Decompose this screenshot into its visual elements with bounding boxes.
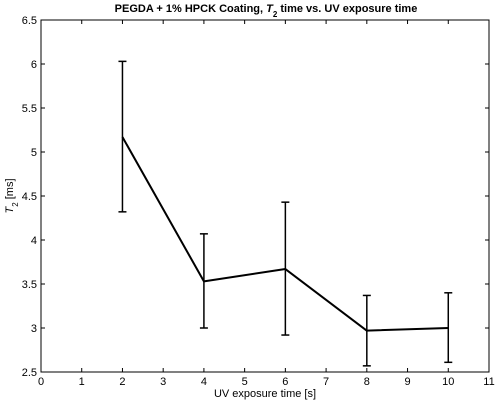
y-axis-label: T2 [ms] xyxy=(4,178,20,213)
x-tick-label: 11 xyxy=(483,376,494,388)
y-tick-label: 6 xyxy=(31,59,37,71)
y-tick-label: 4 xyxy=(31,235,37,247)
y-tick-label: 5.5 xyxy=(22,103,37,115)
y-tick-label: 6.5 xyxy=(22,15,37,27)
x-tick-label: 7 xyxy=(323,376,329,388)
series-line xyxy=(121,136,449,332)
x-tick-label: 10 xyxy=(442,376,454,388)
x-tick-label: 5 xyxy=(242,376,248,388)
x-tick-label: 1 xyxy=(79,376,85,388)
y-tick-label: 2.5 xyxy=(22,367,37,379)
plot-area-frame xyxy=(40,19,490,373)
x-axis-label: UV exposure time [s] xyxy=(214,388,316,400)
x-tick-label: 6 xyxy=(282,376,288,388)
x-tick-label: 0 xyxy=(38,376,44,388)
x-axis-ticks xyxy=(40,20,490,372)
chart-title-after: time vs. UV exposure time xyxy=(277,3,417,15)
y-tick-label: 5 xyxy=(31,147,37,159)
y-axis-label-after: [ms] xyxy=(4,178,16,202)
y-axis-tick-labels: 2.5 3 3.5 4 4.5 5 5.5 6 6.5 xyxy=(22,15,37,379)
x-tick-label: 2 xyxy=(119,376,125,388)
y-tick-label: 4.5 xyxy=(22,191,37,203)
chart-title-symbol: T xyxy=(266,3,274,15)
chart-title-before: PEGDA + 1% HPCK Coating, xyxy=(115,3,266,15)
y-axis-label-symbol: T xyxy=(4,206,16,214)
y-axis-label-subscript: 2 xyxy=(11,202,20,207)
chart-title: PEGDA + 1% HPCK Coating, T2 time vs. UV … xyxy=(115,3,418,19)
y-axis-ticks xyxy=(41,19,489,373)
x-tick-label: 8 xyxy=(364,376,370,388)
x-tick-label: 3 xyxy=(160,376,166,388)
x-tick-label: 4 xyxy=(201,376,207,388)
error-bars xyxy=(118,60,453,367)
x-tick-label: 9 xyxy=(404,376,410,388)
y-tick-label: 3 xyxy=(31,323,37,335)
y-tick-label: 3.5 xyxy=(22,279,37,291)
x-axis-tick-labels: 0 1 2 3 4 5 6 7 8 9 10 11 xyxy=(38,376,495,388)
chart-title-subscript: 2 xyxy=(273,10,278,19)
